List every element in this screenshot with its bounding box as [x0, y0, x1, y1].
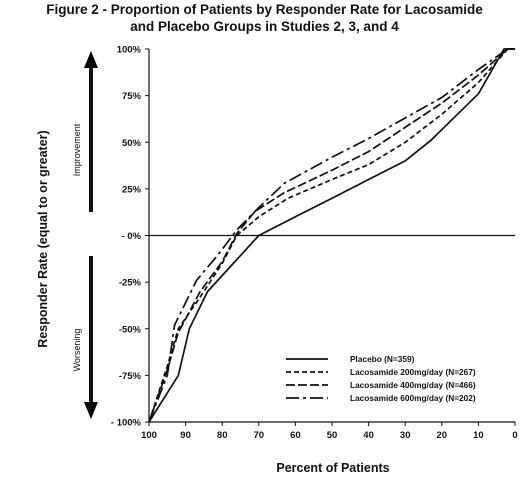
- y-tick-label: - 0%: [121, 231, 141, 242]
- y-tick-label: -25%: [119, 278, 142, 289]
- series-line: [148, 48, 515, 423]
- legend-label: Placebo (N=359): [350, 354, 415, 364]
- y-tick-label: -75%: [119, 371, 142, 382]
- y-tick-label: 100%: [117, 45, 142, 56]
- series-line: [148, 48, 515, 423]
- x-tick-label: 90: [180, 430, 191, 441]
- axis-ticks: - 100%-75%-50%-25%- 0%25%50%75%100%100 90…: [111, 45, 518, 442]
- legend-label: Lacosamide 600mg/day (N=202): [350, 393, 476, 403]
- x-tick-label: 30: [400, 430, 411, 441]
- improvement-arrowhead: [84, 51, 98, 68]
- series-lines: [148, 48, 515, 423]
- chart-title: Figure 2 - Proportion of Patients by Res…: [46, 2, 483, 17]
- legend-label: Lacosamide 400mg/day (N=466): [350, 380, 476, 390]
- worsening-label: Worsening: [72, 329, 82, 372]
- y-tick-label: 50%: [122, 138, 142, 149]
- x-tick-label: 100: [141, 430, 157, 441]
- chart-title-block: Figure 2 - Proportion of Patients by Res…: [0, 1, 529, 35]
- x-tick-label: 80: [217, 430, 228, 441]
- series-line: [148, 48, 515, 423]
- direction-arrows: [84, 51, 98, 419]
- x-tick-label: 10: [473, 430, 484, 441]
- x-axis-label: Percent of Patients: [276, 461, 389, 475]
- x-tick-label: 20: [437, 430, 448, 441]
- improvement-label: Improvement: [72, 123, 82, 176]
- legend: Placebo (N=359) Lacosamide 200mg/day (N=2…: [286, 354, 476, 403]
- worsening-arrowhead: [84, 402, 98, 419]
- x-tick-label: 40: [363, 430, 374, 441]
- y-tick-label: -50%: [119, 324, 142, 335]
- legend-label: Lacosamide 200mg/day (N=267): [350, 367, 476, 377]
- x-tick-label: 0: [512, 430, 517, 441]
- y-tick-label: 75%: [122, 91, 142, 102]
- y-tick-label: 25%: [122, 184, 142, 195]
- chart-subtitle: and Placebo Groups in Studies 2, 3, and …: [130, 19, 399, 34]
- series-line: [148, 48, 515, 423]
- y-axis-label: Responder Rate (equal to or greater): [36, 130, 50, 347]
- x-tick-label: 60: [290, 430, 301, 441]
- x-tick-label: 70: [254, 430, 265, 441]
- y-tick-label: - 100%: [111, 418, 142, 429]
- x-tick-label: 50: [327, 430, 338, 441]
